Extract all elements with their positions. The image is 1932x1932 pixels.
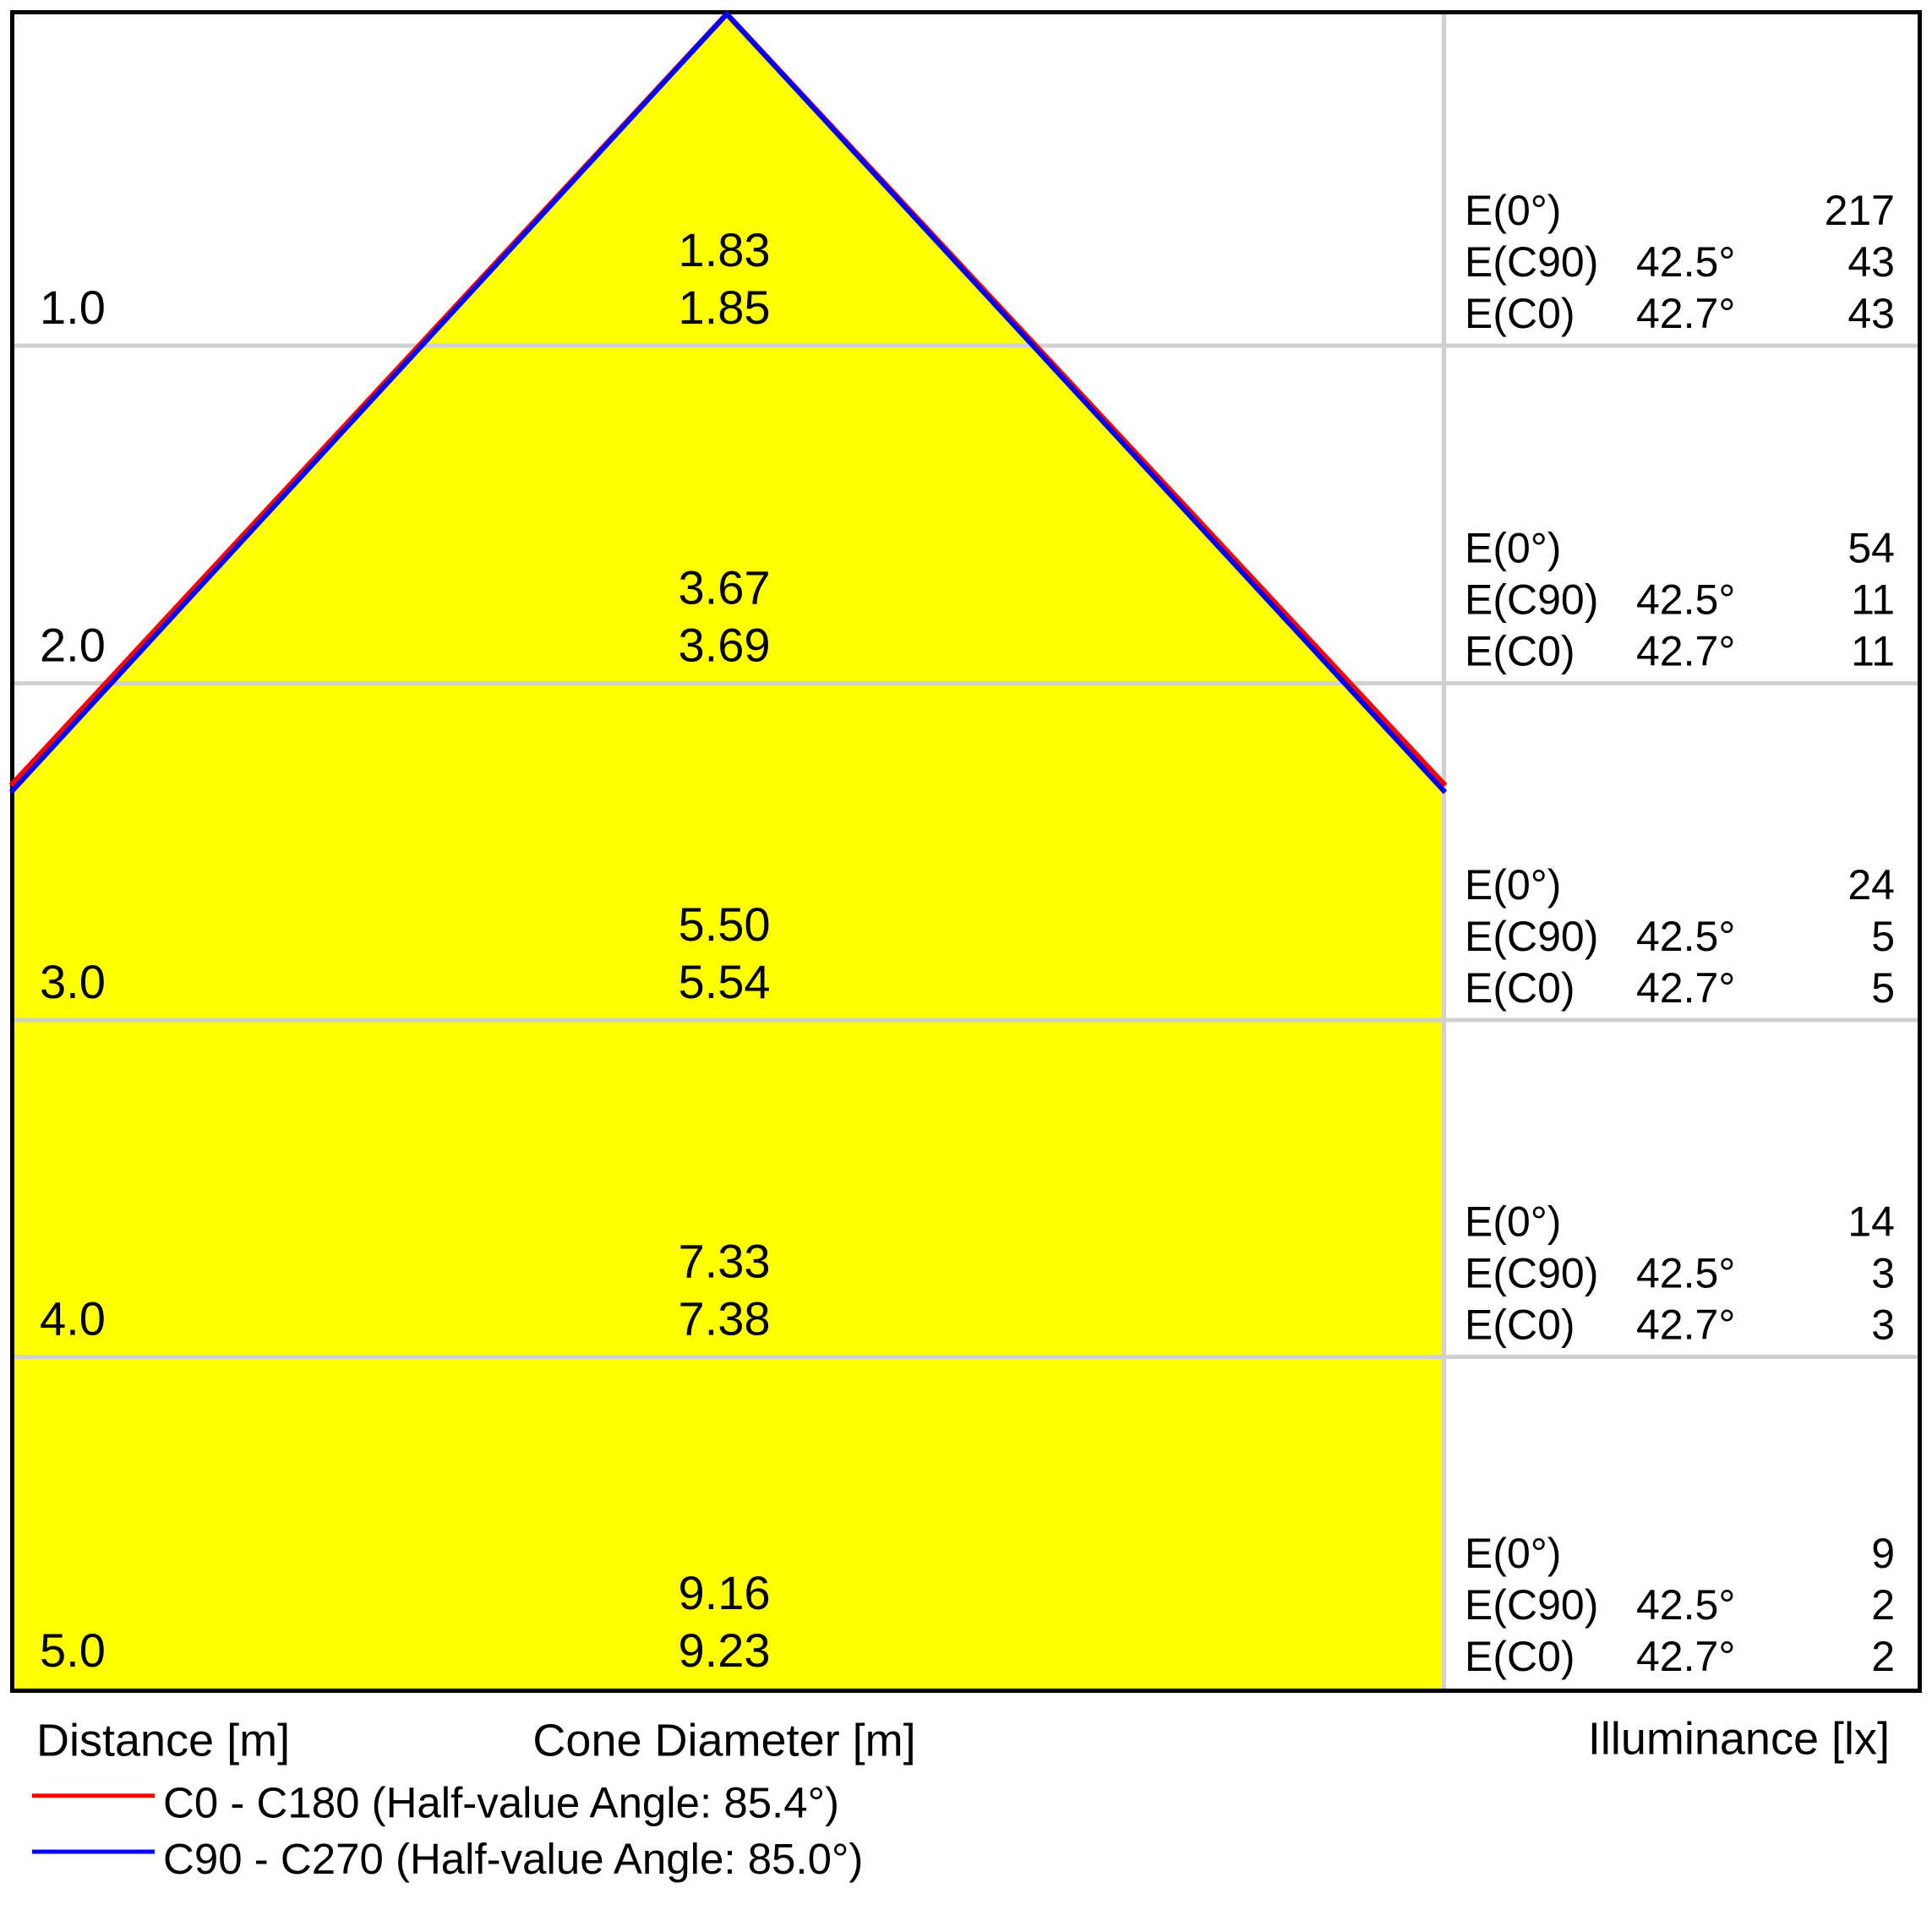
svg-text:54: 54 (1847, 525, 1895, 572)
svg-text:E(0°): E(0°) (1465, 861, 1561, 909)
svg-text:2: 2 (1871, 1581, 1895, 1629)
svg-text:24: 24 (1847, 861, 1895, 909)
svg-text:E(C90): E(C90) (1465, 1581, 1598, 1629)
svg-text:Illuminance [lx]: Illuminance [lx] (1588, 1714, 1890, 1765)
svg-text:E(0°): E(0°) (1465, 1530, 1561, 1577)
svg-text:E(C90): E(C90) (1465, 913, 1598, 960)
svg-text:7.33: 7.33 (679, 1235, 771, 1288)
svg-text:42.7°: 42.7° (1636, 628, 1735, 675)
svg-text:42.7°: 42.7° (1636, 964, 1735, 1012)
svg-text:E(C90): E(C90) (1465, 238, 1598, 286)
svg-text:42.5°: 42.5° (1636, 576, 1735, 624)
svg-text:3: 3 (1871, 1302, 1895, 1349)
svg-text:9.23: 9.23 (679, 1624, 771, 1677)
svg-text:42.7°: 42.7° (1636, 1633, 1735, 1680)
svg-text:Cone Diameter [m]: Cone Diameter [m] (532, 1716, 915, 1766)
svg-text:11: 11 (1851, 576, 1895, 624)
svg-text:2.0: 2.0 (40, 619, 106, 672)
svg-text:5.50: 5.50 (679, 898, 771, 951)
svg-text:42.5°: 42.5° (1636, 913, 1735, 960)
svg-text:42.7°: 42.7° (1636, 1302, 1735, 1349)
svg-text:42.5°: 42.5° (1636, 1250, 1735, 1297)
svg-text:7.38: 7.38 (679, 1292, 771, 1345)
svg-text:E(0°): E(0°) (1465, 525, 1561, 572)
svg-text:E(C0): E(C0) (1465, 1302, 1575, 1349)
svg-text:3: 3 (1871, 1250, 1895, 1297)
svg-text:43: 43 (1847, 238, 1895, 286)
svg-text:1.0: 1.0 (40, 281, 106, 334)
svg-text:43: 43 (1847, 290, 1895, 337)
svg-text:E(C0): E(C0) (1465, 1633, 1575, 1680)
svg-text:E(0°): E(0°) (1465, 1198, 1561, 1246)
svg-text:3.67: 3.67 (679, 561, 771, 614)
svg-text:3.0: 3.0 (40, 955, 106, 1008)
svg-text:3.69: 3.69 (679, 619, 771, 672)
svg-text:5.0: 5.0 (40, 1624, 106, 1677)
svg-text:14: 14 (1847, 1198, 1895, 1246)
svg-text:E(C90): E(C90) (1465, 1250, 1598, 1297)
svg-text:42.5°: 42.5° (1636, 1581, 1735, 1629)
svg-text:9: 9 (1871, 1530, 1895, 1577)
svg-text:1.83: 1.83 (679, 223, 771, 276)
svg-text:E(C0): E(C0) (1465, 290, 1575, 337)
svg-text:E(C0): E(C0) (1465, 964, 1575, 1012)
svg-text:E(0°): E(0°) (1465, 187, 1561, 234)
svg-text:5: 5 (1871, 913, 1895, 960)
svg-text:2: 2 (1871, 1633, 1895, 1680)
svg-text:E(C90): E(C90) (1465, 576, 1598, 624)
svg-text:E(C0): E(C0) (1465, 628, 1575, 675)
svg-text:C90 - C270 (Half-value Angle:: C90 - C270 (Half-value Angle: 85.0°) (163, 1835, 863, 1883)
svg-text:11: 11 (1851, 628, 1895, 675)
svg-text:42.7°: 42.7° (1636, 290, 1735, 337)
svg-text:C0 - C180 (Half-value Angle: 8: C0 - C180 (Half-value Angle: 85.4°) (163, 1779, 839, 1827)
svg-text:9.16: 9.16 (679, 1566, 771, 1619)
svg-text:217: 217 (1825, 187, 1895, 234)
svg-text:Distance [m]: Distance [m] (36, 1716, 290, 1766)
svg-text:42.5°: 42.5° (1636, 238, 1735, 286)
svg-text:5: 5 (1871, 964, 1895, 1012)
svg-text:1.85: 1.85 (679, 281, 771, 334)
svg-text:4.0: 4.0 (40, 1292, 106, 1345)
svg-text:5.54: 5.54 (679, 955, 771, 1008)
